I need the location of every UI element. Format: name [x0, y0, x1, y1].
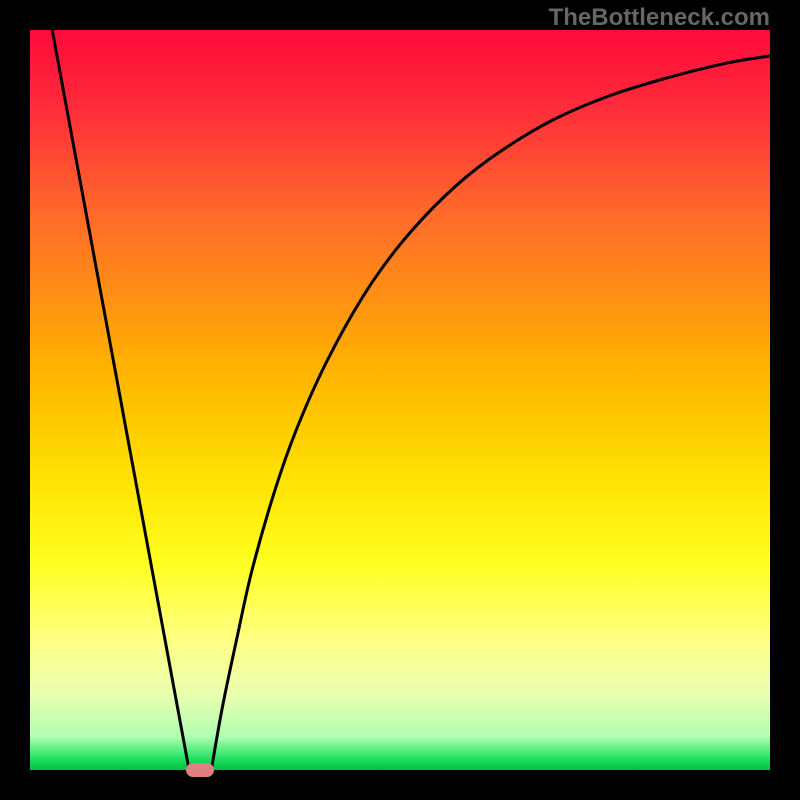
optimum-marker	[186, 763, 214, 777]
watermark-text: TheBottleneck.com	[549, 4, 770, 32]
plot-area	[30, 30, 770, 770]
chart-container: TheBottleneck.com	[0, 0, 800, 800]
